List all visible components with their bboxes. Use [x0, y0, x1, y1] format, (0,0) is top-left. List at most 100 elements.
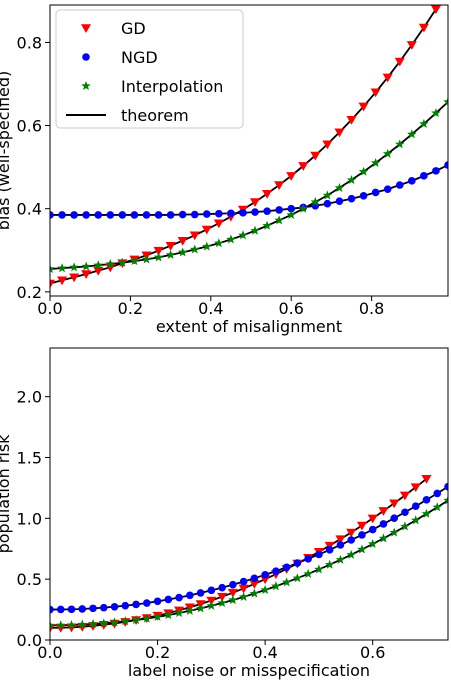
data-point: [400, 521, 410, 531]
data-point: [382, 148, 393, 158]
data-point: [164, 595, 173, 604]
data-point: [406, 41, 417, 50]
data-point: [303, 568, 313, 578]
data-point: [287, 204, 296, 213]
data-point: [238, 584, 249, 594]
data-point: [214, 238, 224, 248]
series-ngd: [50, 161, 448, 219]
data-point: [407, 129, 417, 139]
data-point: [153, 597, 162, 606]
data-point: [93, 266, 104, 276]
data-point: [251, 208, 259, 216]
data-point: [410, 515, 421, 525]
data-point: [142, 211, 151, 219]
data-point: [57, 276, 68, 286]
data-point: [325, 546, 334, 554]
data-point: [382, 73, 393, 83]
data-point: [109, 617, 120, 627]
data-point: [69, 273, 80, 283]
data-point: [421, 508, 432, 518]
y-axis-label: bias (well-specified): [0, 71, 13, 231]
legend-marker: [82, 53, 90, 61]
data-point: [249, 588, 260, 598]
data-point: [70, 211, 78, 219]
data-point: [57, 263, 67, 273]
data-point: [432, 167, 440, 175]
data-point: [421, 475, 432, 484]
data-point: [163, 610, 174, 620]
legend-marker: [81, 24, 91, 33]
data-point: [315, 550, 323, 559]
data-point: [399, 491, 410, 501]
y-tick-label: 0.4: [17, 200, 42, 219]
data-point: [358, 102, 369, 112]
data-point: [263, 207, 271, 215]
data-point: [359, 192, 368, 200]
data-point: [67, 605, 76, 614]
data-point: [226, 234, 236, 244]
data-point: [324, 559, 335, 569]
data-point: [175, 593, 183, 602]
data-point: [250, 574, 259, 583]
x-axis-label: extent of misalignment: [156, 317, 342, 336]
data-point: [310, 197, 321, 207]
data-point: [218, 583, 226, 592]
data-point: [93, 260, 103, 270]
data-point: [78, 605, 87, 613]
data-point: [77, 619, 88, 629]
data-point: [118, 211, 127, 219]
data-point: [444, 161, 448, 169]
data-point: [443, 96, 448, 106]
data-point: [274, 181, 285, 191]
data-point: [189, 231, 200, 241]
data-point: [378, 507, 389, 516]
data-point: [334, 128, 345, 138]
theorem-line: [50, 5, 440, 285]
data-point: [444, 482, 448, 491]
data-point: [281, 577, 292, 587]
data-point: [50, 211, 54, 219]
data-point: [89, 604, 97, 613]
data-point: [130, 211, 139, 219]
plot-area: [50, 5, 448, 289]
data-point: [228, 595, 238, 605]
data-point: [50, 605, 54, 614]
data-point: [174, 607, 184, 618]
legend-label: Interpolation: [121, 77, 223, 96]
data-point: [106, 211, 115, 219]
series-interpolation: [50, 495, 448, 630]
data-point: [56, 620, 66, 630]
data-point: [201, 225, 212, 235]
data-point: [383, 185, 392, 193]
data-point: [357, 544, 367, 554]
data-point: [154, 211, 163, 219]
data-point: [166, 211, 175, 219]
data-point: [94, 211, 103, 219]
y-tick-label: 0.0: [17, 631, 42, 650]
data-point: [420, 172, 428, 180]
data-point: [371, 188, 380, 197]
data-point: [410, 483, 421, 493]
data-point: [238, 591, 249, 601]
data-point: [378, 533, 389, 543]
data-point: [142, 613, 152, 623]
data-point: [202, 210, 211, 218]
data-point: [77, 622, 88, 632]
data-point: [99, 603, 108, 612]
data-point: [215, 209, 223, 218]
data-point: [394, 57, 405, 67]
data-point: [298, 203, 309, 213]
data-point: [227, 588, 238, 598]
y-tick-label: 2.0: [17, 388, 42, 407]
data-point: [229, 580, 237, 589]
data-point: [418, 23, 429, 33]
series-interpolation: [50, 96, 448, 274]
data-point: [50, 620, 55, 630]
data-point: [286, 209, 296, 219]
data-point: [69, 262, 79, 272]
data-point: [261, 570, 269, 579]
data-point: [379, 520, 388, 528]
data-point: [131, 615, 141, 625]
